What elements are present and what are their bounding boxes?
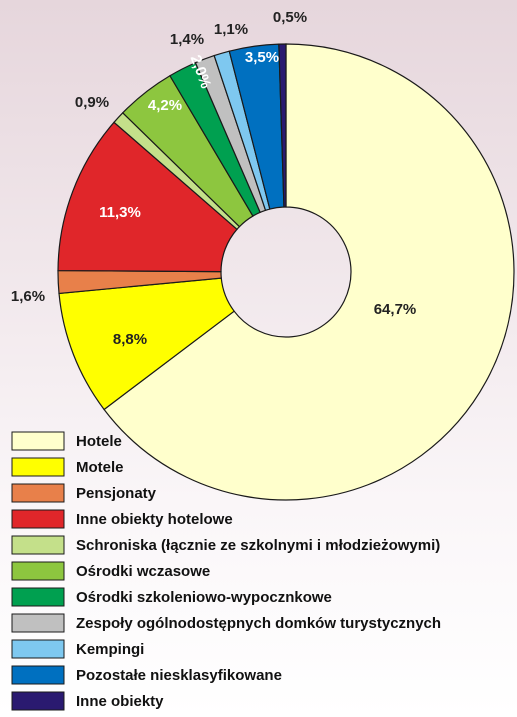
legend-label: Schroniska (łącznie ze szkolnymi i młodz… [76,537,440,554]
legend-swatch [11,457,65,477]
legend-label: Zespoły ogólnodostępnych domków turystyc… [76,615,441,632]
legend-swatch [11,613,65,633]
legend-swatch [11,587,65,607]
data-label: 4,2% [148,97,182,114]
data-label: 3,5% [245,49,279,66]
slice [278,43,287,208]
legend-label: Inne obiekty hotelowe [76,511,233,528]
slice [103,43,515,501]
data-label: 0,5% [273,9,307,26]
data-label: 1,4% [170,31,204,48]
legend-swatch [11,561,65,581]
legend-swatch [11,639,65,659]
legend-label: Ośrodki szkoleniowo-wypocznkowe [76,589,332,606]
legend-swatch [11,431,65,451]
legend-label: Inne obiekty [76,693,164,710]
legend-swatch [11,665,65,685]
slice [58,277,235,411]
legend-label: Kempingi [76,641,144,658]
legend-label: Motele [76,459,124,476]
legend-label: Hotele [76,433,122,450]
legend-swatch [11,535,65,555]
legend-label: Ośrodki wczasowe [76,563,210,580]
data-label: 8,8% [113,331,147,348]
data-label: 0,9% [75,94,109,111]
legend-label: Pensjonaty [76,485,157,502]
data-label: 64,7% [374,301,417,318]
data-label: 11,3% [99,204,141,221]
data-label: 1,6% [11,288,45,305]
legend-label: Pozostałe niesklasyfikowane [76,667,282,684]
data-label: 1,1% [214,21,248,38]
legend-swatch [11,483,65,503]
legend-swatch [11,509,65,529]
legend-swatch [11,691,65,711]
slice [57,121,238,273]
